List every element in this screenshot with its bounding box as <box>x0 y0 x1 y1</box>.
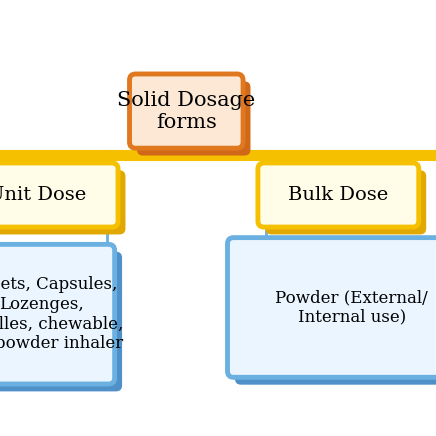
FancyBboxPatch shape <box>129 74 243 148</box>
FancyBboxPatch shape <box>258 163 419 227</box>
FancyBboxPatch shape <box>228 238 436 377</box>
Text: Tablets, Capsules,
Lozenges,
Pastilles, chewable,
Dry powder inhaler: Tablets, Capsules, Lozenges, Pastilles, … <box>0 276 124 352</box>
FancyBboxPatch shape <box>266 170 426 235</box>
FancyBboxPatch shape <box>0 252 122 392</box>
FancyBboxPatch shape <box>0 170 126 235</box>
FancyBboxPatch shape <box>0 244 115 384</box>
Text: Unit Dose: Unit Dose <box>0 186 87 204</box>
Text: Powder (External/
Internal use): Powder (External/ Internal use) <box>276 289 428 326</box>
FancyBboxPatch shape <box>235 245 436 385</box>
Text: Bulk Dose: Bulk Dose <box>288 186 388 204</box>
Text: Solid Dosage
forms: Solid Dosage forms <box>117 91 255 132</box>
FancyBboxPatch shape <box>137 82 250 156</box>
FancyBboxPatch shape <box>0 163 118 227</box>
